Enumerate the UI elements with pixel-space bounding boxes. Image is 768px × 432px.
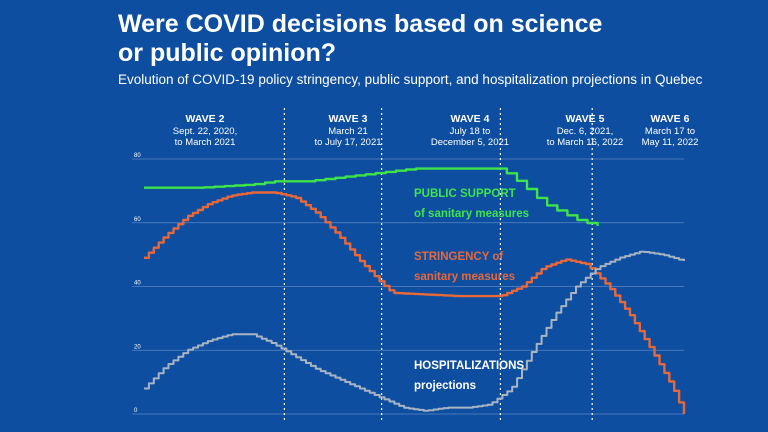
public-support-series-line	[144, 167, 599, 226]
wave-dates-line2: to March 2021	[174, 137, 236, 148]
wave-dates-line2: December 5, 2021	[430, 137, 510, 148]
wave-dates-line1: March 21	[328, 126, 368, 137]
hospitalizations-annotation: HOSPITALIZATIONS projections	[414, 356, 524, 396]
wave-6-header: WAVE 6 March 17 to May 11, 2022	[642, 112, 699, 148]
y-tick-label: 20	[134, 344, 141, 350]
stringency-series-line	[144, 191, 686, 414]
wave-dates-line2: May 11, 2022	[641, 137, 699, 148]
stringency-label-1: STRINGENCY of	[414, 251, 504, 263]
y-tick-label: 80	[134, 153, 141, 159]
y-tick-label: 0	[134, 408, 138, 414]
y-tick-label: 40	[134, 281, 141, 287]
wave-2-header: WAVE 2 Sept. 22, 2020, to March 2021	[173, 112, 237, 148]
wave-name: WAVE 2	[185, 113, 225, 125]
wave-dates-line1: July 18 to	[449, 126, 491, 137]
wave-name: WAVE 5	[565, 113, 605, 125]
wave-name: WAVE 6	[650, 113, 690, 125]
wave-name: WAVE 3	[328, 113, 368, 125]
y-tick-label: 60	[134, 217, 141, 223]
stringency-label-2: sanitary measures	[414, 271, 516, 283]
hospitalizations-series-line	[144, 250, 685, 412]
wave-5-header: WAVE 5 Dec. 6, 2021, to March 16, 2022	[547, 112, 624, 148]
public-support-annotation: PUBLIC SUPPORT of sanitary measures	[414, 184, 529, 224]
chart-title: Were COVID decisions based on science or…	[118, 10, 678, 68]
hospitalizations-label-2: projections	[414, 380, 476, 392]
wave-3-header: WAVE 3 March 21 to July 17, 2021	[314, 112, 381, 148]
title-line-2: or public opinion?	[118, 39, 337, 67]
public-support-label-1: PUBLIC SUPPORT	[414, 188, 516, 200]
wave-dates-line1: March 17 to	[644, 126, 696, 137]
wave-dates-line2: to March 16, 2022	[546, 137, 624, 148]
wave-name: WAVE 4	[450, 113, 490, 125]
wave-dates-line2: to July 17, 2021	[314, 137, 382, 148]
chart-subtitle: Evolution of COVID-19 policy stringency,…	[118, 72, 703, 87]
wave-dates-line1: Dec. 6, 2021,	[556, 126, 614, 137]
public-support-label-2: of sanitary measures	[414, 208, 530, 220]
title-line-1: Were COVID decisions based on science	[118, 10, 603, 38]
hospitalizations-label-1: HOSPITALIZATIONS	[414, 360, 525, 372]
wave-4-header: WAVE 4 July 18 to December 5, 2021	[431, 112, 509, 148]
wave-dates-line1: Sept. 22, 2020,	[172, 126, 238, 137]
stringency-annotation: STRINGENCY of sanitary measures	[414, 247, 515, 287]
